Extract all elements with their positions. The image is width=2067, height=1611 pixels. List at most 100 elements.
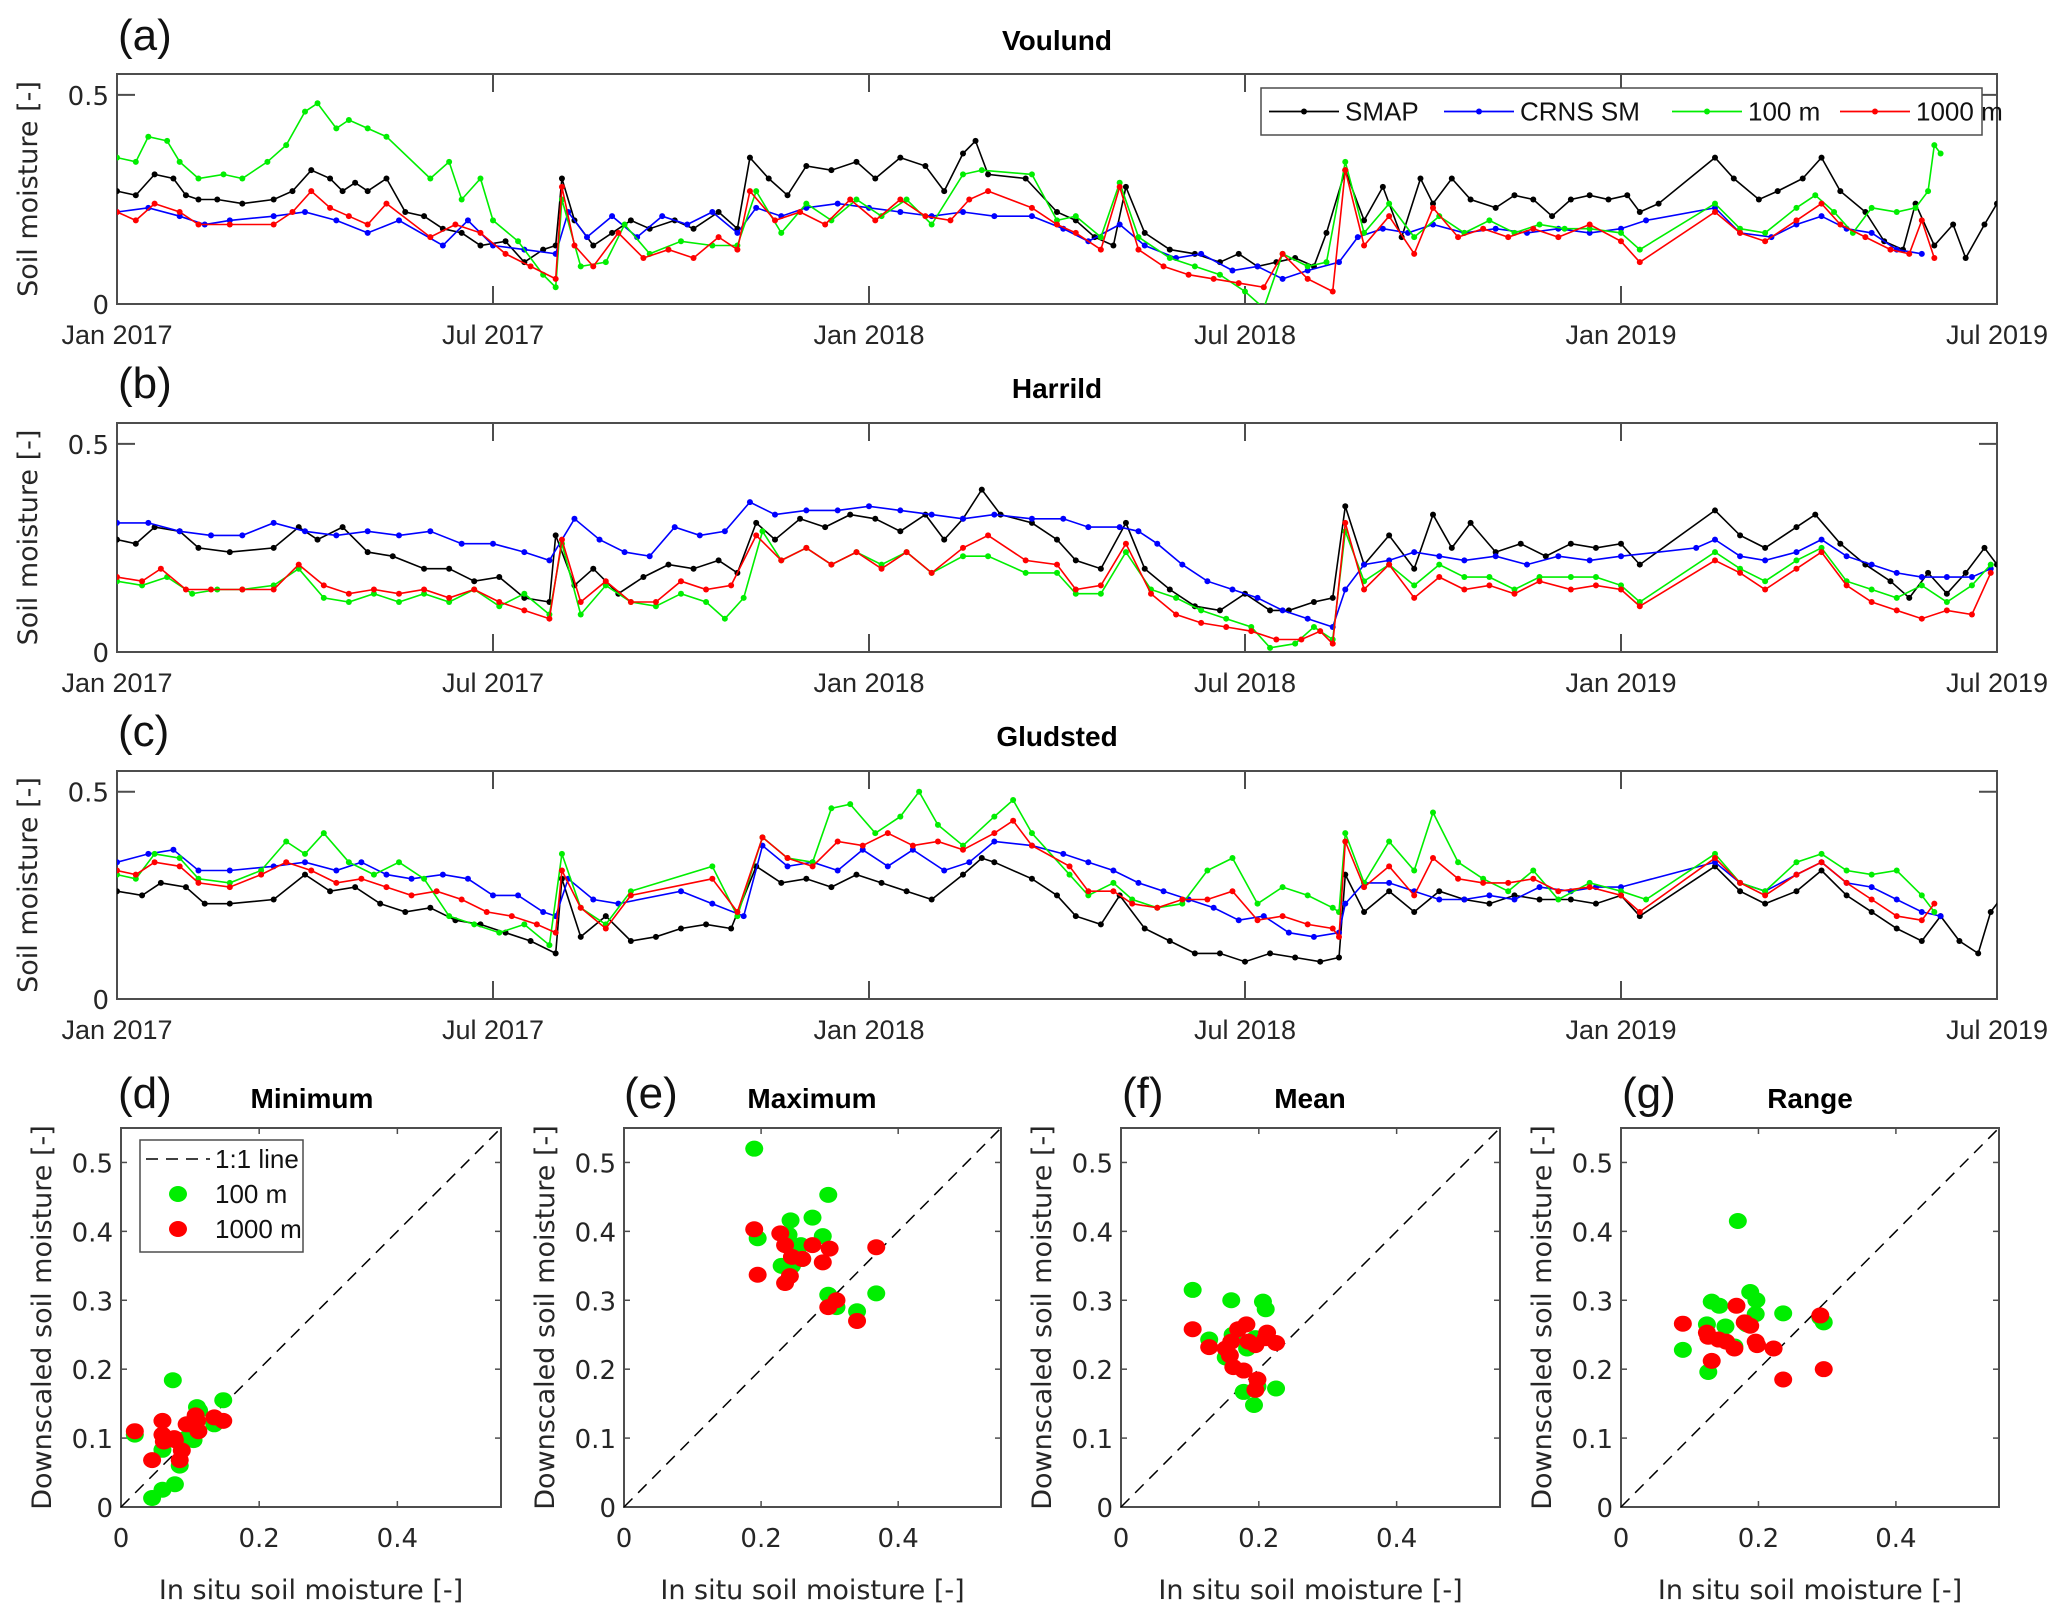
data-point-100-m (521, 921, 528, 928)
data-point-crns-sm (427, 528, 434, 535)
data-point-1000-m (1154, 904, 1161, 911)
data-point-1000-m (590, 263, 597, 270)
y-tick-label: 0.2 (1572, 1356, 1613, 1386)
data-point-crns-sm (1304, 615, 1311, 622)
data-point-crns-sm (270, 213, 277, 220)
data-point-100-m (1925, 188, 1932, 195)
data-point-100-m (1323, 259, 1330, 266)
data-point-crns-sm (784, 863, 791, 870)
data-point-1000-m (1110, 888, 1117, 895)
data-point-crns-sm (1893, 896, 1900, 903)
data-point-smap (853, 158, 860, 165)
scatter-point-1000-m (125, 1423, 144, 1440)
data-point-smap (182, 192, 189, 199)
data-point-1000-m (151, 859, 158, 866)
plot-frame (116, 770, 1998, 1000)
data-point-1000-m (746, 188, 753, 195)
data-point-1000-m (1943, 607, 1950, 614)
data-point-1000-m (1361, 242, 1368, 249)
data-point-100-m (370, 590, 377, 597)
data-point-1000-m (1386, 213, 1393, 220)
data-point-smap (1981, 544, 1988, 551)
panel-tag-g: (g) (1622, 1069, 1676, 1118)
data-point-1000-m (602, 578, 609, 585)
data-point-1000-m (1480, 225, 1487, 232)
data-point-crns-sm (646, 553, 653, 560)
data-point-1000-m (1762, 238, 1769, 245)
data-point-crns-sm (584, 234, 590, 241)
data-point-1000-m (847, 196, 854, 203)
data-point-100-m (1511, 586, 1518, 593)
data-point-1000-m (640, 255, 647, 261)
data-point-smap (182, 884, 189, 891)
data-point-1000-m (1567, 586, 1574, 593)
data-point-100-m (1486, 217, 1493, 224)
data-point-smap (627, 937, 634, 944)
data-point-crns-sm (145, 519, 152, 526)
data-point-1000-m (195, 221, 202, 228)
data-point-100-m (1818, 850, 1825, 857)
data-point-1000-m (934, 838, 941, 845)
scatter-point-100-m (781, 1212, 800, 1229)
data-point-100-m (1436, 561, 1443, 568)
data-point-100-m (383, 133, 390, 140)
data-point-1000-m (1636, 603, 1643, 610)
y-tick-label: 0.4 (575, 1218, 616, 1248)
data-point-smap (1323, 229, 1330, 236)
data-point-smap (1336, 954, 1342, 961)
scatter-point-100-m (1183, 1281, 1202, 1298)
data-point-crns-sm (1511, 896, 1518, 903)
scatter-point-1000-m (1764, 1340, 1783, 1357)
data-point-crns-sm (1793, 549, 1800, 556)
data-point-smap (1141, 925, 1148, 932)
data-point-100-m (1279, 884, 1286, 891)
data-point-1000-m (558, 183, 565, 190)
x-tick-label: Jul 2017 (442, 668, 544, 698)
x-tick-label: 0 (1113, 1524, 1130, 1554)
data-point-smap (1448, 175, 1455, 182)
data-point-100-m (1737, 225, 1744, 232)
data-point-smap (1592, 900, 1599, 907)
data-point-1000-m (421, 586, 428, 593)
data-point-smap (1542, 553, 1549, 560)
data-point-100-m (132, 875, 139, 882)
data-point-smap (1994, 200, 1997, 207)
data-point-smap (1755, 196, 1762, 203)
legend-marker-1000-m (169, 1221, 187, 1237)
data-point-crns-sm (1436, 553, 1443, 560)
data-point-100-m (1893, 209, 1900, 215)
data-point-smap (753, 519, 760, 526)
data-point-100-m (1261, 305, 1267, 311)
data-point-1000-m (1279, 250, 1286, 257)
data-point-100-m (546, 942, 553, 949)
panel-title: Voulund (1002, 25, 1112, 56)
data-point-crns-sm (1586, 229, 1593, 236)
data-point-100-m (709, 863, 716, 870)
data-point-crns-sm (364, 229, 371, 236)
data-point-100-m (1762, 578, 1769, 585)
data-point-smap (427, 904, 434, 911)
data-point-smap (1361, 217, 1368, 224)
data-point-smap (1793, 524, 1800, 531)
data-point-smap (1411, 908, 1418, 915)
y-tick-label: 0.2 (1072, 1356, 1113, 1386)
data-point-100-m (552, 284, 559, 291)
data-point-1000-m (1436, 574, 1443, 581)
data-point-crns-sm (734, 229, 741, 236)
data-point-100-m (496, 603, 503, 610)
data-point-smap (1028, 519, 1035, 526)
data-point-crns-sm (596, 536, 603, 543)
panel-title: Gludsted (996, 721, 1117, 752)
data-point-100-m (1618, 229, 1624, 236)
data-point-crns-sm (1210, 904, 1217, 911)
x-tick-label: 0.4 (1376, 1524, 1417, 1554)
data-point-smap (139, 892, 146, 899)
data-point-smap (402, 209, 409, 215)
data-point-crns-sm (1060, 515, 1067, 522)
x-tick-label: Jul 2019 (1946, 1015, 2048, 1045)
data-point-100-m (1229, 855, 1236, 862)
data-point-crns-sm (1461, 557, 1468, 564)
scatter-point-100-m (1673, 1341, 1692, 1358)
data-point-smap (1887, 578, 1894, 585)
data-point-1000-m (508, 913, 515, 920)
